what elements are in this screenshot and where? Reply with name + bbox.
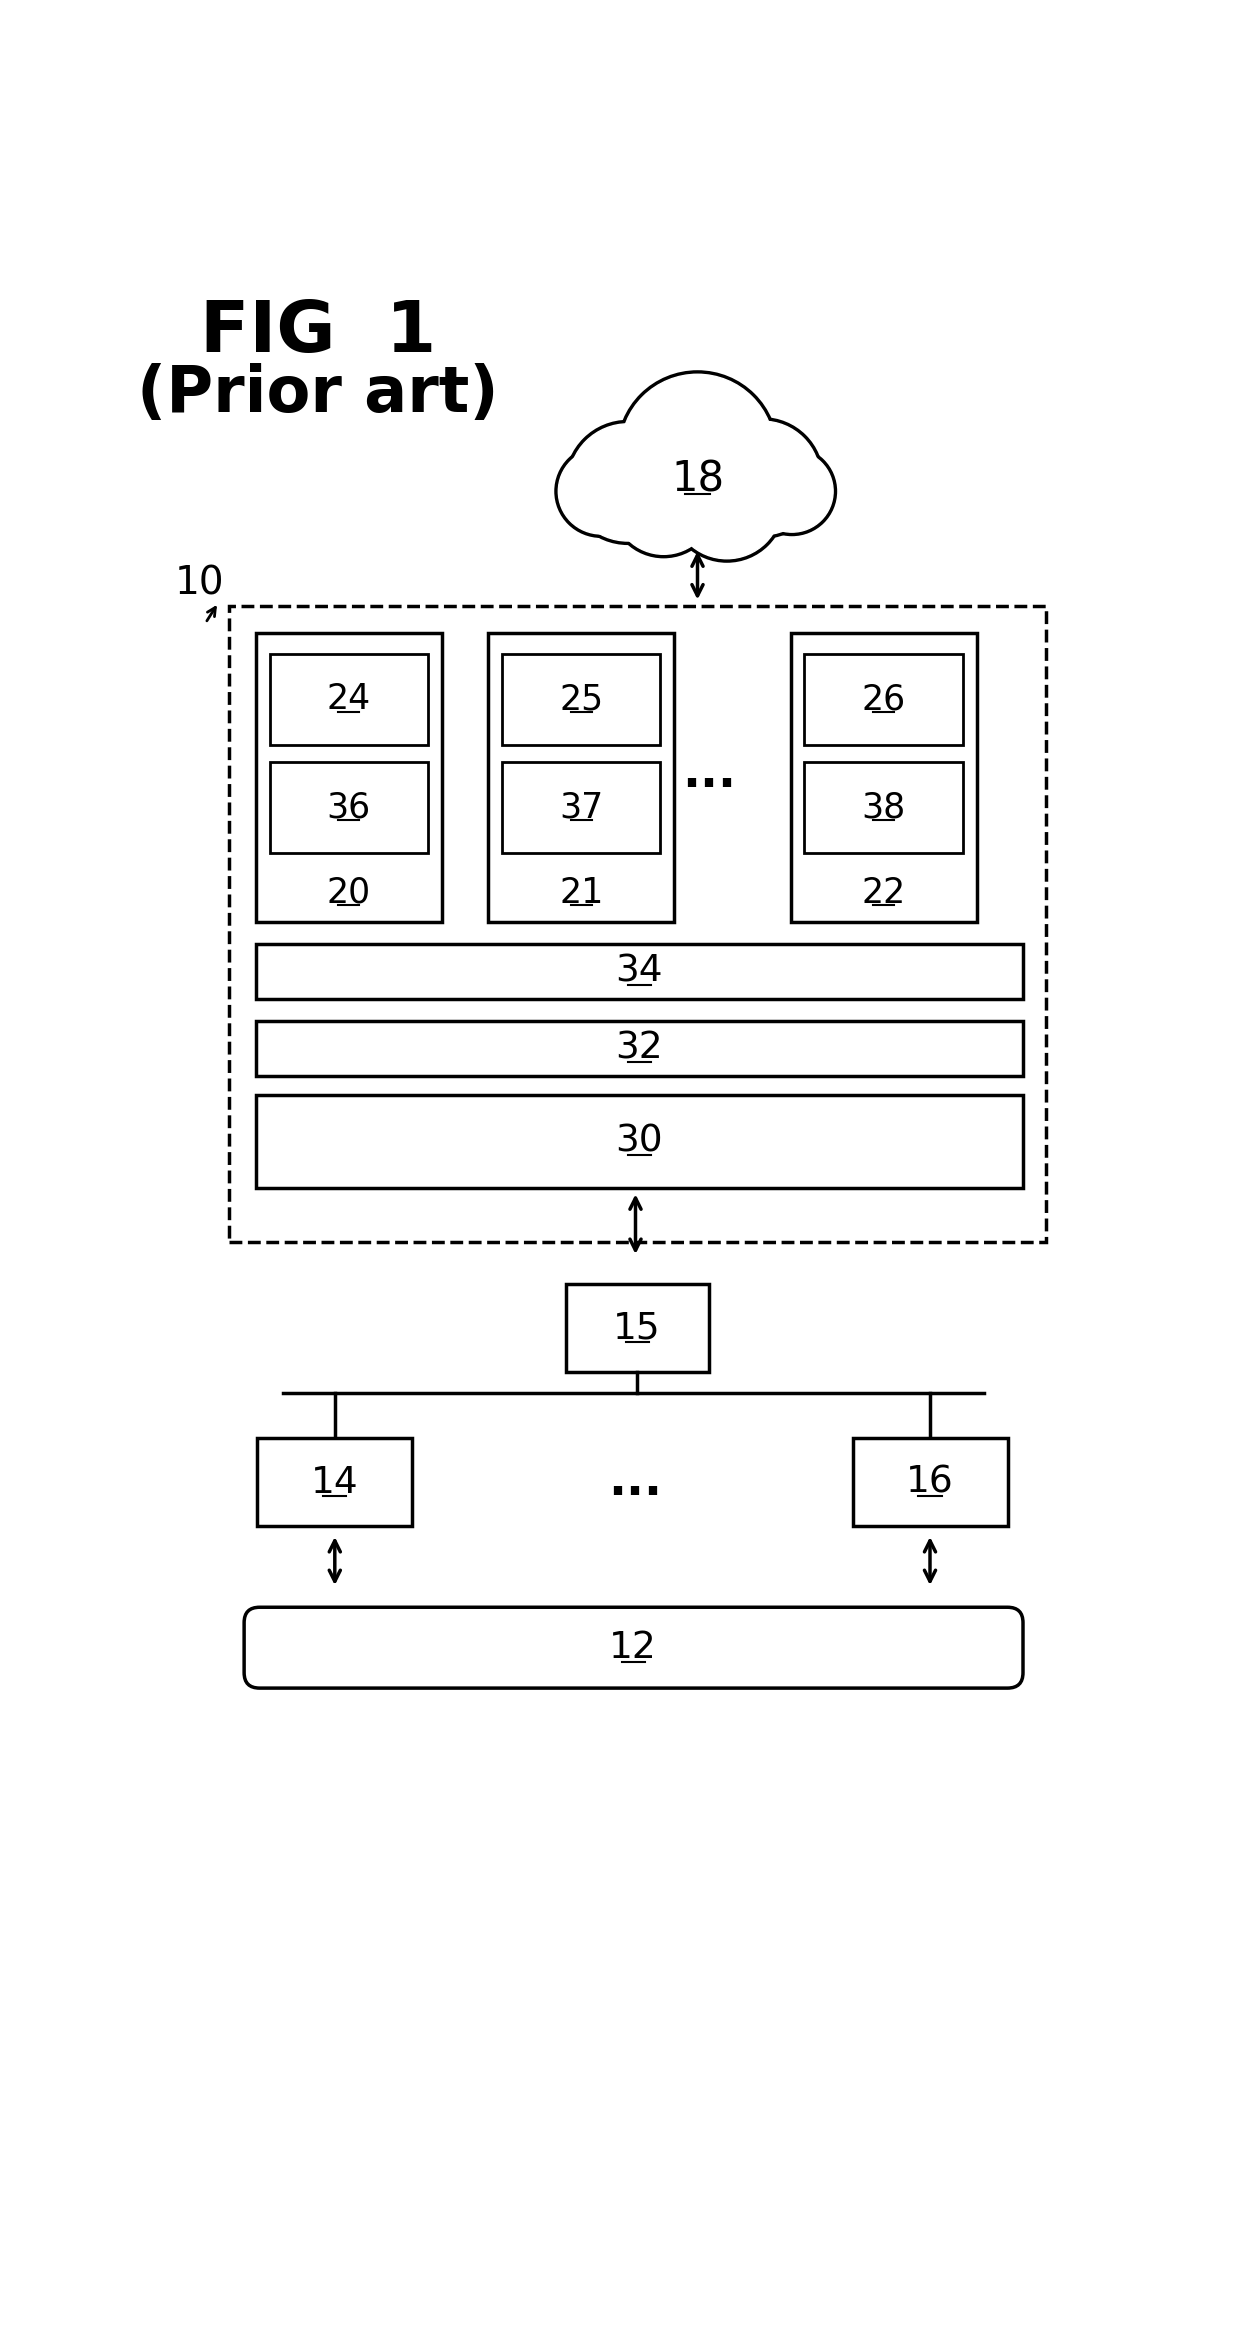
Bar xyxy=(255,1021,1023,1076)
Text: 32: 32 xyxy=(615,1030,663,1067)
Circle shape xyxy=(569,423,687,542)
Text: 22: 22 xyxy=(862,877,905,909)
Text: ...: ... xyxy=(682,751,737,797)
Text: 10: 10 xyxy=(175,565,224,602)
Bar xyxy=(270,653,428,744)
Bar xyxy=(489,632,675,923)
Circle shape xyxy=(671,449,784,560)
Text: 36: 36 xyxy=(326,790,371,825)
Circle shape xyxy=(704,418,821,537)
FancyBboxPatch shape xyxy=(244,1607,1023,1688)
Text: 21: 21 xyxy=(559,877,604,909)
Bar xyxy=(853,1437,1007,1528)
Circle shape xyxy=(568,423,688,542)
Bar xyxy=(805,653,962,744)
Text: 12: 12 xyxy=(609,1630,657,1667)
Bar xyxy=(255,632,441,923)
Bar xyxy=(791,632,977,923)
Text: 25: 25 xyxy=(559,684,604,716)
Text: FIG  1: FIG 1 xyxy=(200,298,436,367)
Text: 26: 26 xyxy=(862,684,905,716)
Text: 24: 24 xyxy=(326,684,371,716)
Circle shape xyxy=(621,374,774,528)
Circle shape xyxy=(558,449,645,535)
Circle shape xyxy=(619,372,776,528)
Text: 34: 34 xyxy=(615,953,663,988)
Circle shape xyxy=(611,453,715,556)
Text: 20: 20 xyxy=(326,877,371,909)
Circle shape xyxy=(750,451,833,532)
Bar xyxy=(255,1095,1023,1188)
Bar xyxy=(258,1437,412,1528)
Bar xyxy=(228,607,1047,1242)
Bar xyxy=(565,1283,709,1372)
Circle shape xyxy=(672,451,781,558)
Text: 18: 18 xyxy=(671,458,724,500)
Text: (Prior art): (Prior art) xyxy=(136,363,498,425)
Text: 30: 30 xyxy=(615,1123,663,1160)
Text: 16: 16 xyxy=(906,1465,954,1500)
Text: 14: 14 xyxy=(311,1465,358,1500)
Circle shape xyxy=(706,421,820,535)
Circle shape xyxy=(614,456,714,553)
Circle shape xyxy=(557,446,646,535)
Bar xyxy=(502,653,660,744)
Bar xyxy=(255,944,1023,1000)
Bar xyxy=(502,763,660,853)
Text: 37: 37 xyxy=(559,790,604,825)
Text: ...: ... xyxy=(609,1460,662,1504)
Bar xyxy=(805,763,962,853)
Text: 38: 38 xyxy=(862,790,905,825)
Bar xyxy=(270,763,428,853)
Text: 15: 15 xyxy=(614,1311,661,1346)
Circle shape xyxy=(749,449,835,535)
